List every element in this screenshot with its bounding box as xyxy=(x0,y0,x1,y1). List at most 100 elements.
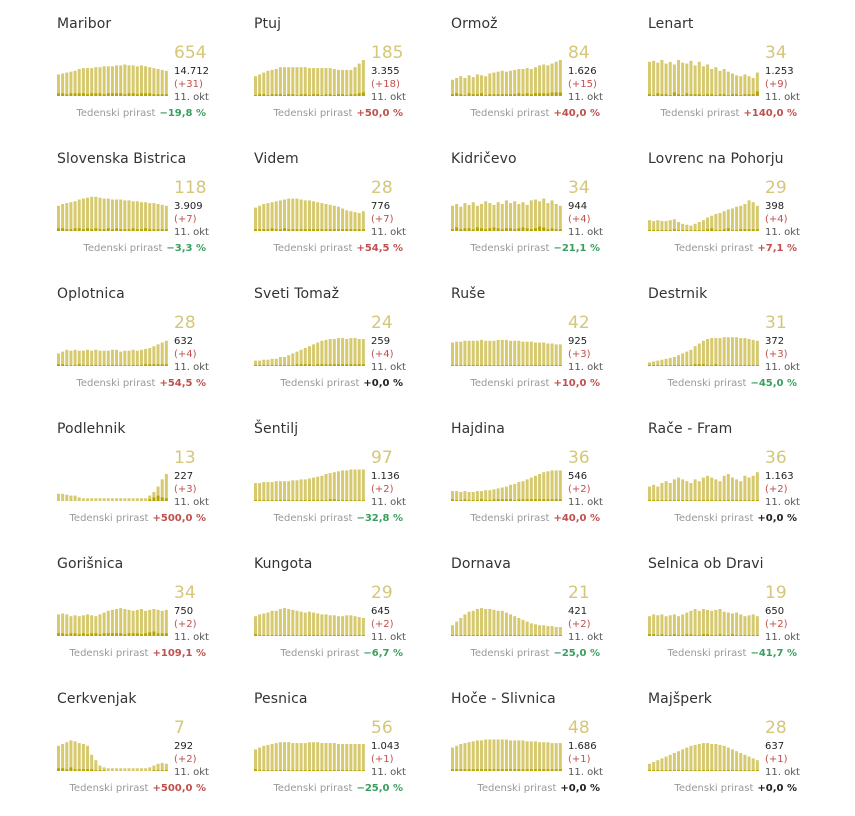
bar-new xyxy=(681,500,685,501)
bar-active xyxy=(254,207,257,231)
bar-new xyxy=(459,365,463,366)
bar-active xyxy=(81,744,85,771)
bar-active xyxy=(697,744,701,771)
bar-active xyxy=(517,482,521,501)
bar-active xyxy=(710,215,714,231)
bar-new xyxy=(287,94,291,96)
bar-new xyxy=(467,769,471,771)
bar-active xyxy=(451,491,454,501)
bar-active xyxy=(455,204,459,231)
bar-new xyxy=(689,634,693,636)
weekly-growth: Tedenski prirast −41,7 % xyxy=(667,648,797,660)
municipality-card: Sveti Tomaž 24 259 (+4) 11. okt Tedenski prir… xyxy=(254,286,444,406)
bar-new xyxy=(349,635,353,636)
bar-new xyxy=(90,365,94,366)
bar-new xyxy=(332,95,336,96)
bar-active xyxy=(119,608,123,636)
bar-active xyxy=(81,198,85,231)
bar-active xyxy=(747,756,751,771)
bar-new xyxy=(287,635,291,636)
bar-active xyxy=(102,612,106,636)
bar-new xyxy=(726,635,730,636)
active-cases-value: 31 xyxy=(765,313,787,333)
bar-new xyxy=(525,499,529,501)
bar-new xyxy=(496,769,500,771)
bar-active xyxy=(274,358,278,366)
bar-new xyxy=(735,94,739,96)
bar-new xyxy=(65,229,69,231)
total-cases-value: 546 xyxy=(568,471,588,482)
bar-active xyxy=(672,753,676,771)
municipality-title: Ormož xyxy=(451,16,498,32)
bar-new xyxy=(320,229,324,231)
bar-active xyxy=(475,491,479,501)
bar-active xyxy=(341,208,345,231)
bar-new xyxy=(701,95,705,96)
bar-active xyxy=(747,477,751,501)
bar-active xyxy=(681,62,685,96)
bar-new xyxy=(303,770,307,771)
bar-new xyxy=(533,769,537,771)
bar-new xyxy=(73,633,77,636)
bar-new xyxy=(164,229,168,231)
bar-active xyxy=(254,616,257,636)
bar-new xyxy=(652,500,656,501)
bar-active xyxy=(664,358,668,366)
bar-active xyxy=(672,479,676,501)
new-cases-value: (+2) xyxy=(371,619,394,630)
bar-active xyxy=(123,64,127,96)
new-cases-value: (+3) xyxy=(568,349,591,360)
municipality-card: Lenart 34 1.253 (+9) 11. okt Tedenski prirast… xyxy=(648,16,838,136)
new-cases-value: (+2) xyxy=(765,619,788,630)
bar-active xyxy=(455,341,459,366)
bar-active xyxy=(451,342,454,366)
weekly-growth-value: −25,0 % xyxy=(356,783,403,794)
bar-new xyxy=(94,93,98,96)
weekly-growth-value: +40,0 % xyxy=(553,513,600,524)
bar-active xyxy=(345,69,349,96)
bar-new xyxy=(735,770,739,771)
date-label: 11. okt xyxy=(765,497,800,508)
bar-active xyxy=(475,74,479,96)
bar-new xyxy=(492,365,496,366)
weekly-growth-value: +54,5 % xyxy=(356,243,403,254)
bar-active xyxy=(525,68,529,96)
bar-new xyxy=(475,227,479,231)
bar-active xyxy=(504,739,508,771)
bar-new xyxy=(119,93,123,96)
active-cases-value: 34 xyxy=(568,178,590,198)
bar-active xyxy=(274,481,278,501)
bar-active xyxy=(316,476,320,501)
bar-new xyxy=(303,229,307,231)
bar-active xyxy=(755,205,759,231)
bar-active xyxy=(127,609,131,636)
bar-active xyxy=(110,609,114,636)
bar-new xyxy=(668,95,672,96)
bar-active xyxy=(554,344,558,366)
bar-active xyxy=(349,338,353,366)
bar-new xyxy=(144,633,148,636)
bar-new xyxy=(336,635,340,636)
sparkline-bar-chart xyxy=(254,60,365,96)
bar-active xyxy=(110,768,114,771)
bar-new xyxy=(94,228,98,231)
bar-active xyxy=(307,478,311,501)
bar-active xyxy=(102,498,106,501)
new-cases-value: (+4) xyxy=(765,214,788,225)
bar-new xyxy=(324,229,328,231)
bar-active xyxy=(328,339,332,366)
bar-active xyxy=(324,614,328,636)
bar-active xyxy=(525,479,529,501)
bar-new xyxy=(471,769,475,771)
bar-new xyxy=(160,229,164,231)
bar-active xyxy=(664,221,668,231)
bar-new xyxy=(685,634,689,636)
date-label: 11. okt xyxy=(174,227,209,238)
bar-active xyxy=(459,76,463,96)
bar-new xyxy=(525,769,529,771)
bar-active xyxy=(274,69,278,96)
bar-active xyxy=(656,360,660,366)
new-cases-value: (+1) xyxy=(371,754,394,765)
bar-active xyxy=(463,78,467,96)
bar-new xyxy=(463,769,467,771)
